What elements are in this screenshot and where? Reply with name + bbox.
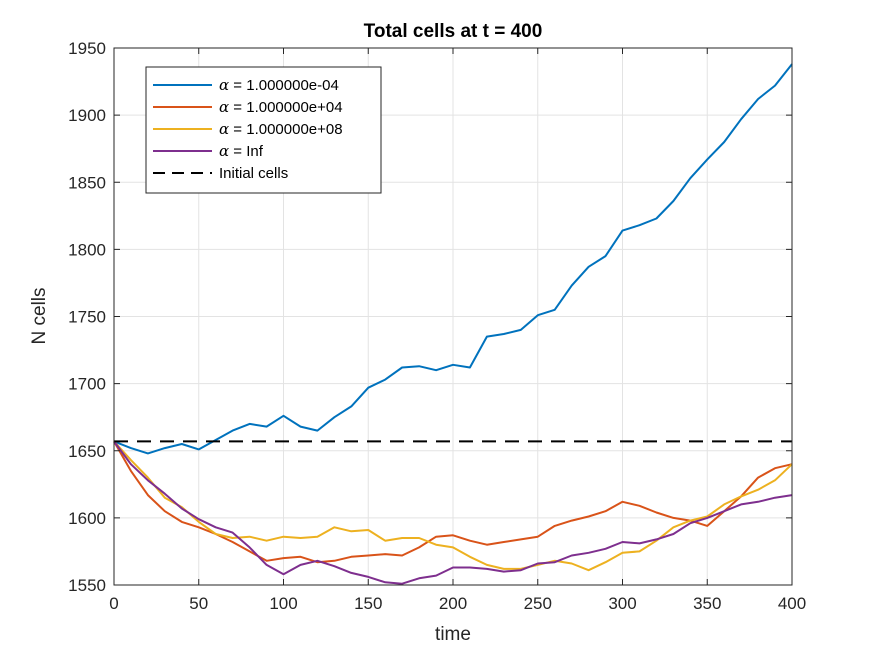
legend-label: α = 1.000000e-04	[219, 76, 339, 94]
x-tick-label: 200	[439, 594, 467, 613]
legend-label: α = Inf	[219, 142, 264, 160]
series-line	[113, 440, 793, 585]
legend-label: α = 1.000000e+04	[219, 98, 343, 116]
series-layer	[113, 63, 793, 585]
x-axis-label: time	[435, 624, 471, 645]
y-tick-label: 1700	[68, 375, 106, 394]
y-tick-label: 1600	[68, 509, 106, 528]
series-line	[113, 63, 793, 455]
legend: α = 1.000000e-04 α = 1.000000e+04 α = 1.00…	[145, 66, 382, 194]
y-tick-label: 1850	[68, 173, 106, 192]
x-tick-label: 300	[608, 594, 636, 613]
series-line	[113, 440, 793, 572]
x-tick-label: 150	[354, 594, 382, 613]
y-tick-label: 1800	[68, 240, 106, 259]
legend-label: α = 1.000000e+08	[219, 120, 343, 138]
legend-label: Initial cells	[219, 165, 288, 182]
x-tick-label: 250	[524, 594, 552, 613]
series-line	[113, 440, 793, 564]
chart-title: Total cells at t = 400	[364, 21, 543, 42]
x-tick-label: 400	[778, 594, 806, 613]
x-tick-label: 0	[109, 594, 118, 613]
y-tick-label: 1650	[68, 442, 106, 461]
x-tick-label: 350	[693, 594, 721, 613]
y-tick-label: 1950	[68, 39, 106, 58]
ticks: 0 50 100 150 200 250 300 350 400 1550 1600 1650 1700…	[68, 39, 806, 613]
x-tick-label: 100	[269, 594, 297, 613]
y-axis-label: N cells	[29, 287, 50, 344]
y-tick-label: 1900	[68, 106, 106, 125]
y-tick-label: 1550	[68, 576, 106, 595]
x-tick-label: 50	[189, 594, 208, 613]
y-tick-label: 1750	[68, 308, 106, 327]
